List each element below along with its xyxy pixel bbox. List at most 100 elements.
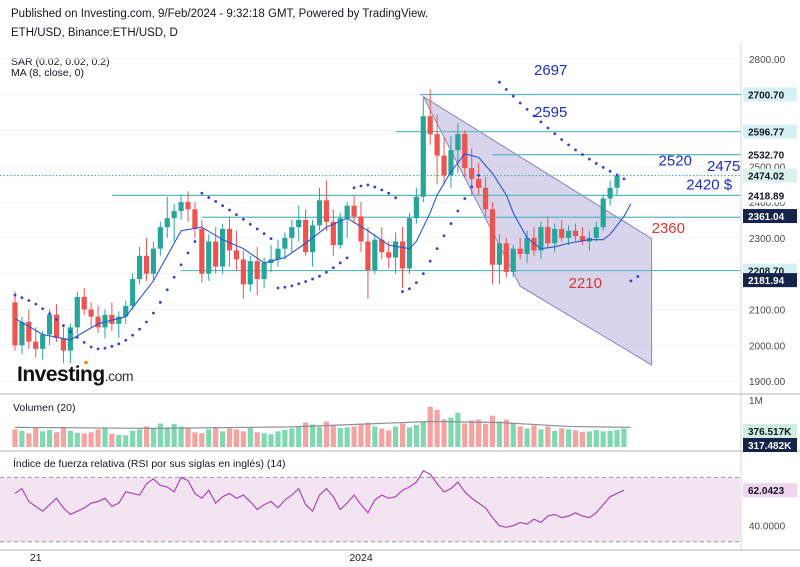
candle-body-17 [130, 279, 136, 306]
candle-55 [393, 232, 399, 274]
volume-bar-61 [434, 409, 440, 447]
sar-dot-1 [20, 296, 24, 300]
candle-12 [95, 305, 101, 333]
candle-body-47 [337, 218, 343, 246]
sar-dot-38 [276, 286, 280, 290]
volume-ma-line [14, 420, 631, 429]
volume-bar-24 [178, 426, 184, 447]
falling-channel [422, 95, 653, 366]
candle-body-72 [510, 248, 516, 272]
candle-14 [109, 302, 115, 331]
sar-dot-3 [34, 302, 38, 306]
candle-body-3 [33, 341, 39, 349]
candle-body-77 [545, 227, 551, 244]
sar-dot-63 [449, 222, 453, 225]
level-tag-3-group: 2418.89 [743, 188, 797, 203]
volume-bar-3 [33, 427, 39, 447]
time-label-21: 21 [30, 552, 42, 564]
volume-bar-88 [621, 428, 627, 447]
candle-23 [171, 203, 177, 242]
watermark-brand: Investing [17, 363, 105, 386]
volume-tick-1m: 1M [749, 396, 763, 407]
candle-body-46 [330, 221, 336, 246]
volume-tag-0: 376.517K [748, 427, 792, 438]
sar-dot-27 [200, 191, 204, 195]
volume-bar-77 [545, 426, 551, 447]
candle-body-34 [247, 261, 253, 285]
volume-bar-48 [344, 427, 350, 447]
candle-body-56 [399, 241, 406, 269]
investing-watermark: Investing.com [17, 360, 134, 386]
candle-body-40 [289, 227, 295, 238]
sar-dot-78 [567, 143, 570, 147]
volume-bar-85 [600, 431, 606, 447]
sar-dot-53 [380, 188, 384, 192]
sar-dot-33 [241, 217, 245, 221]
volume-bar-1 [19, 430, 25, 447]
sar-dot-23 [172, 275, 176, 279]
sar-dot-36 [262, 232, 266, 236]
candle-body-9 [74, 296, 80, 328]
volume-bar-21 [157, 423, 163, 447]
volume-bar-19 [143, 426, 150, 447]
sar-dot-47 [338, 261, 342, 265]
volume-bar-45 [323, 421, 329, 447]
volume-tag-1: 317.482K [748, 441, 792, 452]
volume-bar-6 [53, 432, 60, 447]
candle-body-18 [136, 255, 143, 280]
candle-body-73 [517, 248, 523, 254]
candle-22 [164, 196, 170, 238]
volume-title: Volumen (20) [13, 402, 75, 414]
candle-body-30 [220, 228, 226, 267]
candle-body-2 [26, 322, 32, 342]
candle-38 [275, 239, 281, 267]
volume-bar-70 [496, 421, 502, 447]
candle-76 [538, 221, 544, 260]
rsi-tag-0: 62.0423 [748, 486, 785, 497]
sar-dot-51 [366, 183, 370, 187]
sar-dot-60 [428, 259, 432, 263]
volume-bar-65 [462, 423, 468, 447]
candle-35 [254, 246, 260, 296]
candle-3 [33, 327, 39, 358]
sar-dot-10 [82, 341, 86, 344]
sar-dot-74 [539, 120, 543, 124]
candlesticks [12, 89, 620, 364]
sar-dot-7 [62, 324, 65, 327]
volume-tag-0-bg [743, 424, 797, 438]
candle-body-26 [192, 209, 198, 229]
candle-body-43 [309, 225, 316, 253]
candle-51 [365, 227, 371, 299]
candle-body-5 [47, 314, 53, 335]
candle-body-69 [489, 209, 496, 265]
candle-71 [503, 237, 509, 278]
candle-26 [192, 202, 198, 238]
candle-body-15 [116, 316, 122, 324]
candle-75 [531, 227, 537, 256]
sar-dot-14 [110, 344, 114, 348]
price-tick-6: 2500.00 [749, 162, 786, 173]
candle-57 [406, 212, 413, 274]
candle-body-62 [441, 155, 447, 176]
candle-body-41 [296, 220, 302, 228]
volume-bar-71 [503, 419, 509, 447]
candle-body-19 [143, 255, 150, 274]
sar-dot-72 [525, 108, 529, 111]
volume-bar-50 [358, 423, 364, 447]
price-tag-1-group: 2361.04 [743, 209, 797, 224]
volume-bar-59 [420, 421, 426, 447]
candle-body-71 [503, 243, 509, 272]
volume-bar-80 [566, 429, 572, 447]
sar-dot-56 [401, 290, 404, 293]
panel-separators [0, 42, 800, 551]
sar-dot-62 [442, 234, 446, 238]
candle-body-27 [199, 228, 205, 274]
candle-body-65 [462, 134, 468, 169]
volume-bar-60 [427, 406, 433, 447]
sar-dot-66 [470, 185, 474, 189]
sar-dot-46 [331, 266, 335, 269]
candle-body-76 [538, 227, 544, 251]
candle-41 [296, 205, 302, 242]
volume-tag-0-group: 376.517K [743, 424, 797, 438]
volume-bar-30 [220, 431, 226, 447]
